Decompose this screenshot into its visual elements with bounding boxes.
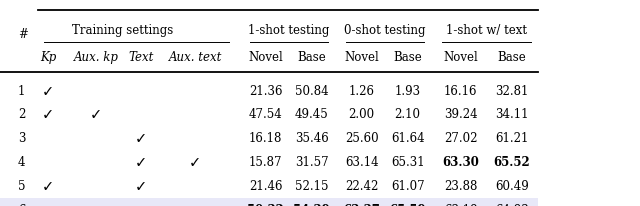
Text: 65.31: 65.31 (391, 155, 424, 168)
Text: 16.18: 16.18 (249, 132, 282, 144)
Text: 61.21: 61.21 (495, 132, 529, 144)
Text: 25.60: 25.60 (345, 132, 378, 144)
Text: 47.54: 47.54 (249, 108, 282, 121)
Text: 34.11: 34.11 (495, 108, 529, 121)
Text: Novel: Novel (444, 51, 478, 64)
Text: 63.19: 63.19 (444, 203, 477, 206)
Text: 35.46: 35.46 (295, 132, 328, 144)
Text: ✓: ✓ (134, 202, 147, 206)
Text: 32.81: 32.81 (495, 84, 529, 97)
Text: Aux. text: Aux. text (168, 51, 222, 64)
Text: ✓: ✓ (134, 154, 147, 169)
Text: 63.30: 63.30 (442, 155, 479, 168)
Text: Text: Text (128, 51, 154, 64)
Text: Aux. kp: Aux. kp (74, 51, 118, 64)
Text: 63.14: 63.14 (345, 155, 378, 168)
Text: 6: 6 (18, 203, 26, 206)
Text: 31.57: 31.57 (295, 155, 328, 168)
Text: 16.16: 16.16 (444, 84, 477, 97)
FancyBboxPatch shape (0, 198, 538, 206)
Text: 1: 1 (18, 84, 26, 97)
Text: ✓: ✓ (42, 83, 54, 98)
Text: 63.37: 63.37 (343, 203, 380, 206)
Text: 61.64: 61.64 (391, 132, 424, 144)
Text: ✓: ✓ (90, 107, 102, 122)
Text: ✓: ✓ (90, 202, 102, 206)
Text: 21.46: 21.46 (249, 179, 282, 192)
Text: 2: 2 (18, 108, 26, 121)
Text: 22.42: 22.42 (345, 179, 378, 192)
Text: 5: 5 (18, 179, 26, 192)
Text: Novel: Novel (248, 51, 283, 64)
Text: 15.87: 15.87 (249, 155, 282, 168)
Text: ✓: ✓ (42, 107, 54, 122)
Text: ✓: ✓ (189, 154, 202, 169)
Text: ✓: ✓ (42, 178, 54, 193)
Text: ✓: ✓ (42, 202, 54, 206)
Text: 52.15: 52.15 (295, 179, 328, 192)
Text: 0-shot testing: 0-shot testing (344, 23, 426, 36)
Text: ✓: ✓ (189, 202, 202, 206)
Text: Base: Base (498, 51, 526, 64)
Text: 1-shot testing: 1-shot testing (248, 23, 330, 36)
Text: 27.02: 27.02 (444, 132, 477, 144)
Text: Kp: Kp (40, 51, 56, 64)
Text: 2.00: 2.00 (349, 108, 374, 121)
Text: 65.59: 65.59 (389, 203, 426, 206)
Text: 23.88: 23.88 (444, 179, 477, 192)
Text: 64.93: 64.93 (495, 203, 529, 206)
Text: 1.93: 1.93 (395, 84, 420, 97)
Text: 65.52: 65.52 (493, 155, 531, 168)
Text: 1-shot w/ text: 1-shot w/ text (446, 23, 527, 36)
Text: ✓: ✓ (134, 178, 147, 193)
Text: 50.84: 50.84 (295, 84, 328, 97)
Text: Base: Base (394, 51, 422, 64)
Text: 21.36: 21.36 (249, 84, 282, 97)
Text: 61.07: 61.07 (391, 179, 424, 192)
Text: 49.45: 49.45 (295, 108, 328, 121)
Text: 60.49: 60.49 (495, 179, 529, 192)
Text: 54.39: 54.39 (293, 203, 330, 206)
Text: 2.10: 2.10 (395, 108, 420, 121)
Text: 3: 3 (18, 132, 26, 144)
Text: Base: Base (298, 51, 326, 64)
Text: 39.24: 39.24 (444, 108, 477, 121)
Text: 1.26: 1.26 (349, 84, 374, 97)
Text: Novel: Novel (344, 51, 379, 64)
Text: 4: 4 (18, 155, 26, 168)
Text: 50.32: 50.32 (247, 203, 284, 206)
Text: ✓: ✓ (134, 131, 147, 145)
Text: Training settings: Training settings (72, 23, 173, 36)
Text: #: # (18, 28, 28, 41)
